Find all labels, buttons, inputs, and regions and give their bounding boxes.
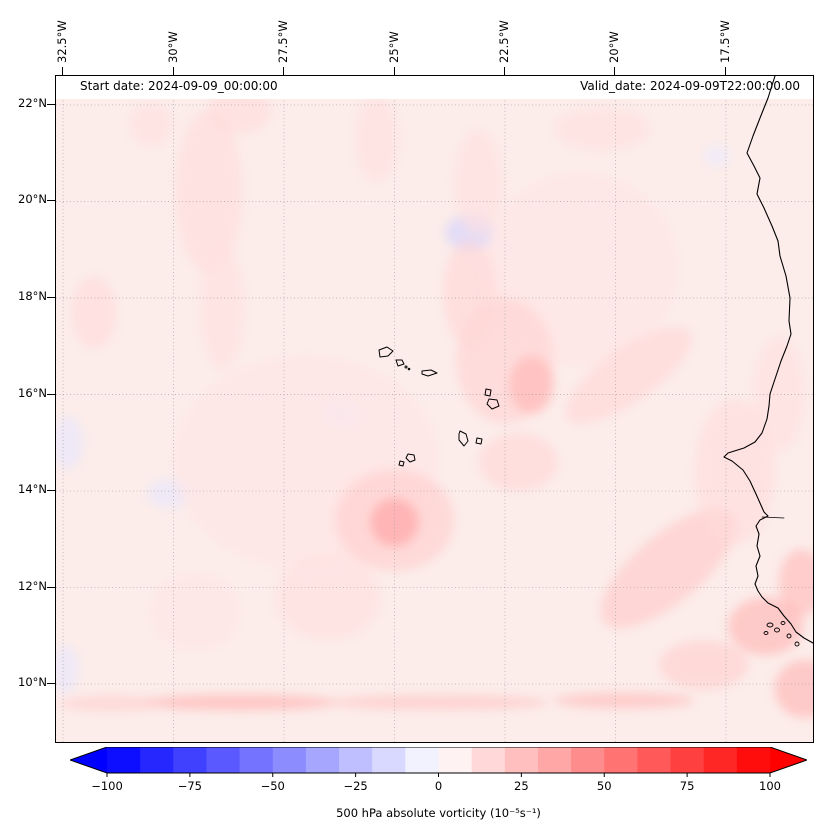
lat-tick-label: 14°N — [18, 482, 47, 497]
lon-tick — [172, 67, 174, 75]
lon-tick — [283, 67, 285, 75]
lat-tick — [47, 103, 55, 105]
colorbar-right-arrow — [770, 747, 807, 773]
lon-tick-label: 22.5°W — [496, 20, 511, 63]
lon-tick-label: 20°W — [607, 31, 622, 63]
lon-tick-label: 30°W — [165, 31, 180, 63]
colorbar-tick-label: 50 — [596, 779, 612, 793]
lat-tick-label: 22°N — [18, 95, 47, 110]
lat-tick — [47, 297, 55, 298]
lat-tick-label: 10°N — [18, 675, 47, 690]
start-date-label: Start date: 2024-09-09_00:00:00 — [80, 79, 278, 93]
colorbar-tick-label: 75 — [679, 779, 695, 793]
lat-tick — [47, 393, 55, 395]
title-strip — [56, 76, 813, 99]
lon-tick — [614, 67, 616, 75]
valid-date-label: Valid_date: 2024-09-09T22:00:00.00 — [580, 79, 800, 93]
lat-tick — [47, 490, 55, 492]
colorbar-left-arrow — [70, 747, 107, 773]
lat-tick-label: 12°N — [18, 578, 47, 593]
bijagos-islands — [763, 621, 800, 647]
colorbar-tick-label: 25 — [514, 779, 529, 793]
lon-tick-label: 32.5°W — [55, 20, 70, 63]
colorbar-tick-label: 100 — [759, 779, 781, 793]
colorbar-svg — [70, 747, 807, 777]
map-plot — [55, 75, 814, 743]
map-svg — [56, 76, 813, 742]
lat-tick — [47, 683, 55, 685]
lon-tick — [503, 67, 505, 75]
lon-tick — [724, 67, 726, 75]
colorbar-tick-label: −50 — [260, 779, 285, 793]
lon-tick — [393, 67, 395, 75]
gambia-river-line — [761, 516, 785, 519]
gridlines-layer — [56, 76, 813, 742]
cape-verde-islands — [378, 346, 500, 467]
lon-tick-label: 17.5°W — [717, 20, 732, 63]
colorbar-tick-label: −100 — [91, 779, 123, 793]
colorbar-tick-label: −25 — [343, 779, 368, 793]
lon-tick-label: 25°W — [386, 31, 401, 63]
lat-tick — [47, 586, 55, 588]
west-africa-coastline-path — [723, 76, 813, 644]
lon-tick — [62, 67, 64, 75]
vorticity-field-layer — [56, 85, 813, 718]
lat-tick — [47, 200, 55, 202]
coastline-layer — [378, 76, 813, 647]
lat-tick-label: 20°N — [18, 192, 47, 207]
lat-tick-label: 16°N — [18, 385, 47, 400]
lat-tick-label: 18°N — [18, 289, 47, 303]
colorbar — [70, 747, 807, 777]
colorbar-label: 500 hPa absolute vorticity (10⁻⁵s⁻¹) — [336, 806, 541, 820]
colorbar-tick-label: −75 — [177, 779, 203, 793]
lon-tick-label: 27.5°W — [276, 20, 291, 63]
colorbar-tick-label: 0 — [434, 779, 443, 793]
